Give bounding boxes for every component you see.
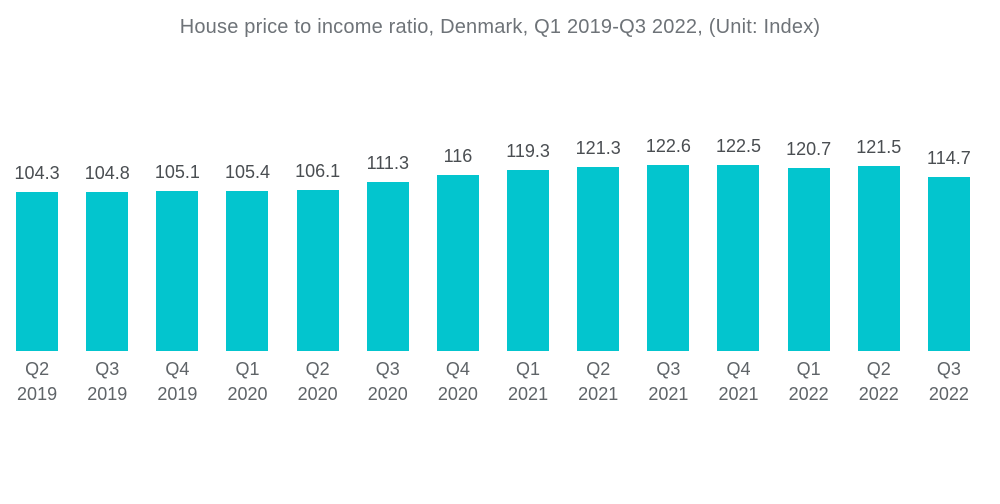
bar-value-label: 116 (443, 146, 473, 166)
bar (226, 191, 269, 351)
bar-column: 121.3 (563, 137, 633, 351)
x-axis-label: Q1 2020 (212, 357, 282, 407)
bar (717, 165, 760, 351)
bar-value-label: 121.3 (575, 138, 621, 158)
x-axis-label: Q1 2022 (774, 357, 844, 407)
bar (927, 177, 970, 351)
bar (647, 165, 690, 351)
x-axis-label-line: Q2 (305, 359, 330, 379)
bar-column: 119.3 (493, 140, 563, 351)
x-axis-label-line: Q3 (936, 359, 961, 379)
bar-column: 121.5 (844, 136, 914, 351)
x-axis-label-line: Q3 (375, 359, 400, 379)
x-axis-label: Q2 2022 (844, 357, 914, 407)
bar-column: 104.8 (72, 162, 142, 351)
x-axis-label: Q4 2019 (142, 357, 212, 407)
x-axis-label-line: 2021 (508, 384, 549, 404)
bar-column: 104.3 (2, 162, 72, 351)
x-axis-label-line: Q2 (25, 359, 50, 379)
x-axis-label: Q4 2021 (703, 357, 773, 407)
x-axis-label: Q4 2020 (423, 357, 493, 407)
bar-column: 122.5 (703, 135, 773, 351)
x-axis-label-line: 2019 (17, 384, 58, 404)
bar-value-label: 114.7 (927, 148, 971, 168)
bar (296, 190, 339, 351)
bar-value-label: 111.3 (366, 153, 409, 173)
x-axis-label-line: 2020 (367, 384, 408, 404)
bar-column: 122.6 (633, 135, 703, 351)
bar-value-label: 106.1 (295, 161, 341, 181)
bar-column: 114.7 (914, 147, 984, 351)
x-axis-label-line: Q4 (726, 359, 751, 379)
x-axis-label-line: 2020 (437, 384, 478, 404)
x-axis-label-line: 2022 (858, 384, 899, 404)
bar (156, 191, 199, 351)
bar-value-label: 121.5 (856, 137, 902, 157)
x-axis-label-line: Q3 (95, 359, 120, 379)
bar-column: 116 (423, 145, 493, 351)
bar-column: 111.3 (353, 152, 423, 351)
x-axis-labels: Q2 2019 Q3 2019 Q4 2019 Q1 2020 Q2 2020 Q3 2020 Q4 20… (2, 357, 984, 407)
x-axis-label-line: 2022 (928, 384, 969, 404)
x-axis-label-line: 2022 (788, 384, 829, 404)
x-axis-label: Q3 2019 (72, 357, 142, 407)
bar (436, 175, 479, 351)
bar (787, 168, 830, 351)
chart-title: House price to income ratio, Denmark, Q1… (179, 16, 821, 38)
x-axis-label-line: Q4 (165, 359, 190, 379)
bar-value-label: 122.6 (645, 136, 691, 156)
x-axis-label: Q3 2022 (914, 357, 984, 407)
bar (507, 170, 550, 351)
bar-value-label: 105.1 (154, 162, 200, 182)
x-axis-label-line: Q4 (445, 359, 470, 379)
bar-column: 105.1 (142, 161, 212, 351)
bar-value-label: 120.7 (786, 139, 832, 159)
bar-column: 120.7 (774, 138, 844, 351)
x-axis-label: Q2 2020 (283, 357, 353, 407)
x-axis-label-line: 2020 (227, 384, 268, 404)
plot-area: 104.3 104.8 105.1 105.4 106.1 111.3 116 119.3 12… (2, 136, 984, 351)
bar (857, 166, 900, 351)
x-axis-label: Q1 2021 (493, 357, 563, 407)
x-axis-label: Q2 2021 (563, 357, 633, 407)
x-axis-label-line: 2019 (87, 384, 128, 404)
bar-value-label: 104.3 (14, 163, 60, 183)
bar (366, 182, 409, 351)
x-axis-label-line: Q1 (796, 359, 821, 379)
bar-column: 106.1 (283, 160, 353, 351)
x-axis-label-line: Q2 (586, 359, 611, 379)
bar-value-label: 122.5 (715, 136, 761, 156)
x-axis-label-line: Q2 (866, 359, 891, 379)
x-axis-label: Q3 2021 (633, 357, 703, 407)
x-axis-label-line: 2021 (578, 384, 619, 404)
bar (577, 167, 620, 351)
x-axis-label-line: Q3 (656, 359, 681, 379)
bar-value-label: 104.8 (84, 163, 130, 183)
x-axis-label-line: 2019 (157, 384, 198, 404)
bar (16, 192, 59, 351)
x-axis-label-line: 2020 (297, 384, 338, 404)
x-axis-label-line: Q1 (516, 359, 541, 379)
x-axis-label-line: 2021 (718, 384, 759, 404)
x-axis-label-line: Q1 (235, 359, 260, 379)
x-axis-label-line: 2021 (648, 384, 689, 404)
bar (86, 192, 129, 351)
x-axis-label: Q2 2019 (2, 357, 72, 407)
x-axis-label: Q3 2020 (353, 357, 423, 407)
bar-column: 105.4 (212, 161, 282, 351)
bar-value-label: 119.3 (506, 141, 550, 161)
bar-value-label: 105.4 (224, 162, 271, 182)
